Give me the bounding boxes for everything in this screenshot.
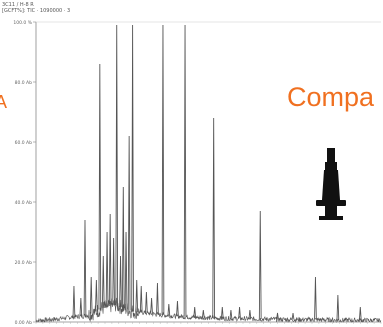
plug-collar bbox=[325, 162, 337, 170]
chromatogram-peak bbox=[193, 306, 197, 318]
y-tick-label: 80.0 Ab bbox=[15, 80, 33, 86]
chromatogram-peak bbox=[176, 300, 179, 317]
chromatogram-peak bbox=[229, 309, 233, 319]
chromatogram-peak bbox=[135, 279, 139, 312]
chromatogram-peak bbox=[212, 117, 216, 318]
chromatogram-peak bbox=[124, 231, 128, 310]
chromatogram-peak bbox=[72, 285, 76, 317]
chromatogram-peak bbox=[167, 303, 171, 316]
chromatogram-peak bbox=[89, 276, 93, 314]
chart-header-label: 3C11 / H-8 R [GCFT%]: TIC · 1090000 · 3 bbox=[2, 2, 70, 14]
chromatogram-peak bbox=[358, 306, 362, 321]
plug-foot bbox=[319, 216, 343, 220]
plug-body bbox=[322, 170, 340, 200]
chromatogram-peak bbox=[314, 276, 317, 320]
plug-flange bbox=[316, 200, 346, 206]
left-edge-glyph: A bbox=[0, 92, 8, 112]
y-tick-label: 0.00 Ab bbox=[15, 320, 33, 326]
chromatogram-trace-group bbox=[35, 24, 382, 324]
chromatogram-peak bbox=[115, 24, 119, 306]
chromatogram-peak bbox=[336, 294, 340, 321]
plug-base bbox=[325, 206, 337, 216]
chart-header-subtitle: [GCFT%]: TIC · 1090000 · 3 bbox=[2, 8, 71, 14]
chromatogram-peak bbox=[201, 309, 205, 318]
chromatogram-peak bbox=[121, 186, 125, 308]
chromatogram-peak bbox=[238, 306, 241, 319]
chromatogram-peak bbox=[101, 255, 105, 308]
chromatogram-peak bbox=[183, 24, 187, 317]
chromatogram-peak bbox=[83, 219, 87, 316]
chromatogram-peak bbox=[291, 312, 295, 320]
chromatogram-peak bbox=[131, 24, 134, 312]
chromatogram-peak bbox=[258, 210, 262, 320]
overlay-heading: Compa bbox=[287, 82, 375, 112]
y-tick-label: 40.0 Ab bbox=[15, 200, 33, 206]
chromatogram-peak bbox=[145, 291, 148, 313]
plug-tip bbox=[327, 148, 335, 162]
chromatogram-peak bbox=[150, 297, 153, 314]
chromatogram-peak bbox=[98, 63, 102, 310]
chromatogram-peak bbox=[108, 213, 112, 306]
chromatogram-peak bbox=[112, 237, 115, 306]
chromatogram-peak bbox=[105, 231, 109, 307]
chromatogram-baseline bbox=[35, 297, 382, 324]
chart-header-title: 3C11 / H-8 R bbox=[2, 2, 34, 8]
chromatogram-peak bbox=[139, 285, 143, 313]
y-tick-label: 20.0 Ab bbox=[15, 260, 33, 266]
connector-plug-icon bbox=[316, 148, 346, 220]
chromatogram-peak bbox=[248, 309, 252, 319]
chromatogram-peak bbox=[79, 297, 83, 317]
y-tick-label: 100.0 % bbox=[13, 20, 32, 26]
chromatogram-peak bbox=[276, 312, 279, 320]
chromatogram-peak bbox=[95, 279, 98, 312]
chart-axes: 0.00 Ab 20.0 Ab 40.0 Ab 60.0 Ab 80.0 Ab 100.0… bbox=[13, 20, 382, 326]
chromatogram-peak bbox=[220, 306, 224, 319]
chromatogram-peak bbox=[161, 24, 165, 316]
y-tick-label: 60.0 Ab bbox=[15, 140, 33, 146]
chromatogram-peak bbox=[127, 135, 131, 311]
chromatogram-peak bbox=[119, 255, 122, 307]
chromatogram-peak bbox=[156, 282, 159, 315]
